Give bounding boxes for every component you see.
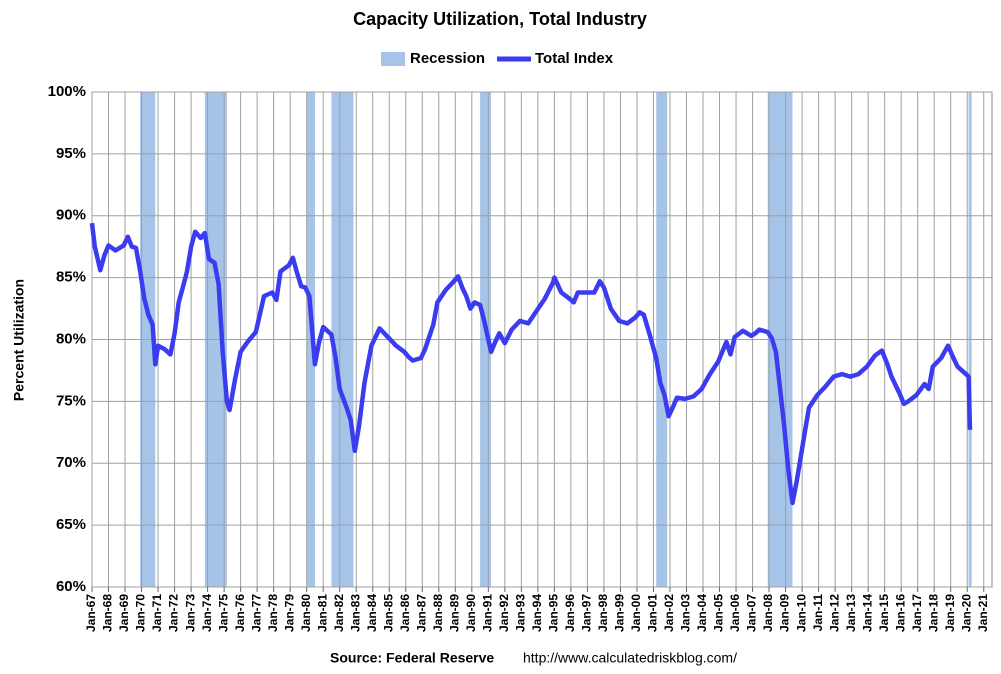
x-tick-label: Jan-17	[910, 594, 924, 632]
x-tick-label: Jan-21	[976, 594, 990, 632]
x-tick-label: Jan-67	[84, 594, 98, 632]
x-tick-label: Jan-95	[547, 594, 561, 632]
x-tick-label: Jan-15	[877, 594, 891, 632]
x-tick-label: Jan-74	[200, 594, 214, 632]
x-tick-label: Jan-11	[811, 594, 825, 632]
x-tick-label: Jan-69	[117, 594, 131, 632]
x-tick-label: Jan-77	[249, 594, 263, 632]
x-tick-label: Jan-76	[233, 594, 247, 632]
x-tick-label: Jan-89	[447, 594, 461, 632]
x-tick-label: Jan-16	[893, 594, 907, 632]
x-tick-label: Jan-00	[629, 594, 643, 632]
y-tick-label: 70%	[56, 454, 86, 471]
x-tick-label: Jan-97	[580, 594, 594, 632]
x-tick-label: Jan-73	[183, 594, 197, 632]
x-tick-label: Jan-09	[778, 594, 792, 632]
x-tick-label: Jan-80	[299, 594, 313, 632]
x-tick-label: Jan-82	[332, 594, 346, 632]
x-tick-label: Jan-96	[563, 594, 577, 632]
x-tick-label: Jan-75	[216, 594, 230, 632]
x-tick-label: Jan-93	[514, 594, 528, 632]
source: Source: Federal Reserve	[330, 650, 494, 666]
x-tick-label: Jan-98	[596, 594, 610, 632]
x-tick-label: Jan-08	[761, 594, 775, 632]
y-tick-label: 85%	[56, 269, 86, 286]
x-tick-label: Jan-71	[150, 594, 164, 632]
x-tick-label: Jan-01	[646, 594, 660, 632]
x-tick-label: Jan-68	[101, 594, 115, 632]
x-tick-label: Jan-78	[266, 594, 280, 632]
y-tick-label: 65%	[56, 516, 86, 533]
x-tick-label: Jan-05	[712, 594, 726, 632]
y-tick-label: 100%	[48, 83, 86, 100]
chart-title: Capacity Utilization, Total Industry	[353, 9, 647, 29]
x-tick-label: Jan-87	[414, 594, 428, 632]
y-axis-label: Percent Utilization	[11, 279, 27, 401]
data-line	[89, 222, 973, 506]
legend-swatch-recession	[381, 52, 405, 66]
x-tick-label: Jan-04	[695, 594, 709, 632]
source-url: http://www.calculatedriskblog.com/	[523, 650, 737, 666]
x-tick-label: Jan-94	[530, 594, 544, 632]
x-tick-label: Jan-84	[365, 594, 379, 632]
x-tick-label: Jan-88	[431, 594, 445, 632]
x-tick-label: Jan-83	[348, 594, 362, 632]
x-tick-label: Jan-99	[613, 594, 627, 632]
x-tick-label: Jan-85	[381, 594, 395, 632]
y-tick-label: 60%	[56, 578, 86, 595]
x-tick-label: Jan-12	[827, 594, 841, 632]
x-tick-label: Jan-07	[745, 594, 759, 632]
x-tick-label: Jan-92	[497, 594, 511, 632]
x-tick-label: Jan-90	[464, 594, 478, 632]
x-tick-label: Jan-86	[398, 594, 412, 632]
legend-label: Total Index	[535, 50, 614, 67]
x-tick-label: Jan-02	[662, 594, 676, 632]
legend-label: Recession	[410, 50, 485, 67]
y-tick-label: 95%	[56, 145, 86, 162]
x-tick-label: Jan-13	[844, 594, 858, 632]
x-tick-label: Jan-91	[481, 594, 495, 632]
x-tick-label: Jan-72	[167, 594, 181, 632]
x-tick-label: Jan-20	[959, 594, 973, 632]
x-tick-label: Jan-81	[315, 594, 329, 632]
x-tick-label: Jan-03	[679, 594, 693, 632]
x-tick-label: Jan-79	[282, 594, 296, 632]
y-tick-label: 90%	[56, 207, 86, 224]
x-tick-label: Jan-06	[728, 594, 742, 632]
x-tick-label: Jan-70	[134, 594, 148, 632]
x-tick-label: Jan-14	[860, 594, 874, 632]
y-tick-label: 80%	[56, 330, 86, 347]
x-tick-label: Jan-19	[943, 594, 957, 632]
x-tick-label: Jan-10	[794, 594, 808, 632]
y-tick-label: 75%	[56, 392, 86, 409]
x-tick-label: Jan-18	[926, 594, 940, 632]
